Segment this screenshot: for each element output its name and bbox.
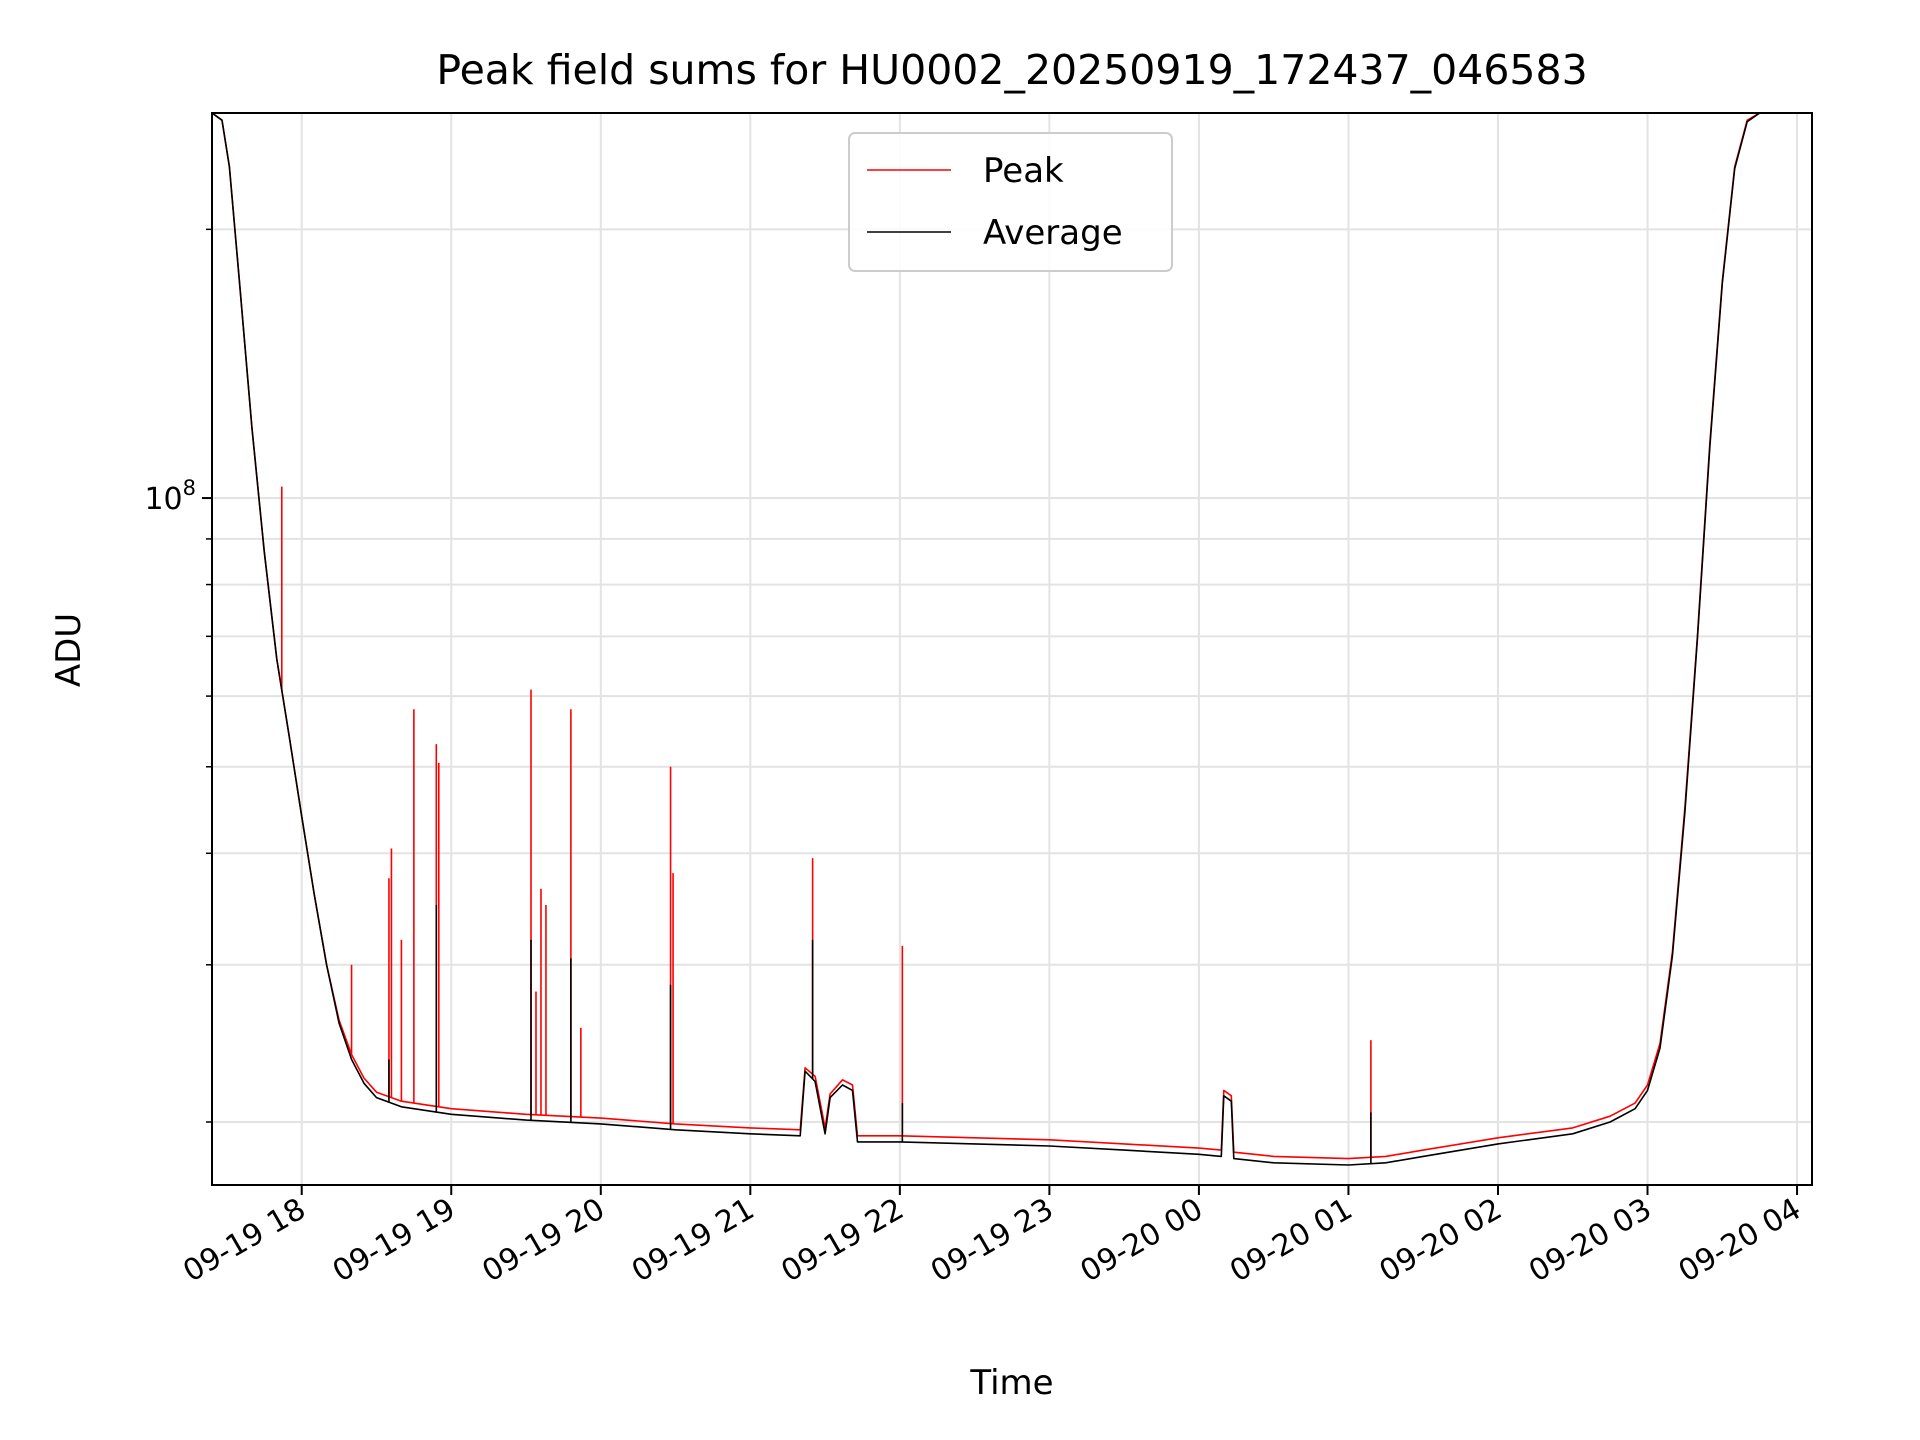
y-tick-label-exponent: 8: [183, 476, 196, 500]
y-axis-title: ADU: [49, 613, 89, 687]
chart-title: Peak field sums for HU0002_20250919_1724…: [436, 46, 1587, 94]
series-line-average: [212, 113, 1812, 1166]
y-tick-label-base: 10: [144, 482, 182, 517]
legend-label-peak: Peak: [983, 151, 1064, 191]
legend-box: [848, 132, 1173, 272]
legend: Peak Average: [848, 132, 1173, 272]
x-axis-title: Time: [969, 1363, 1053, 1403]
plot-frame: [211, 112, 1813, 1186]
y-tick-label: 108: [144, 476, 196, 517]
plot-series: [212, 113, 1812, 1166]
series-average: [212, 113, 1812, 1166]
grid: [212, 113, 1812, 1185]
legend-label-average: Average: [983, 213, 1123, 253]
